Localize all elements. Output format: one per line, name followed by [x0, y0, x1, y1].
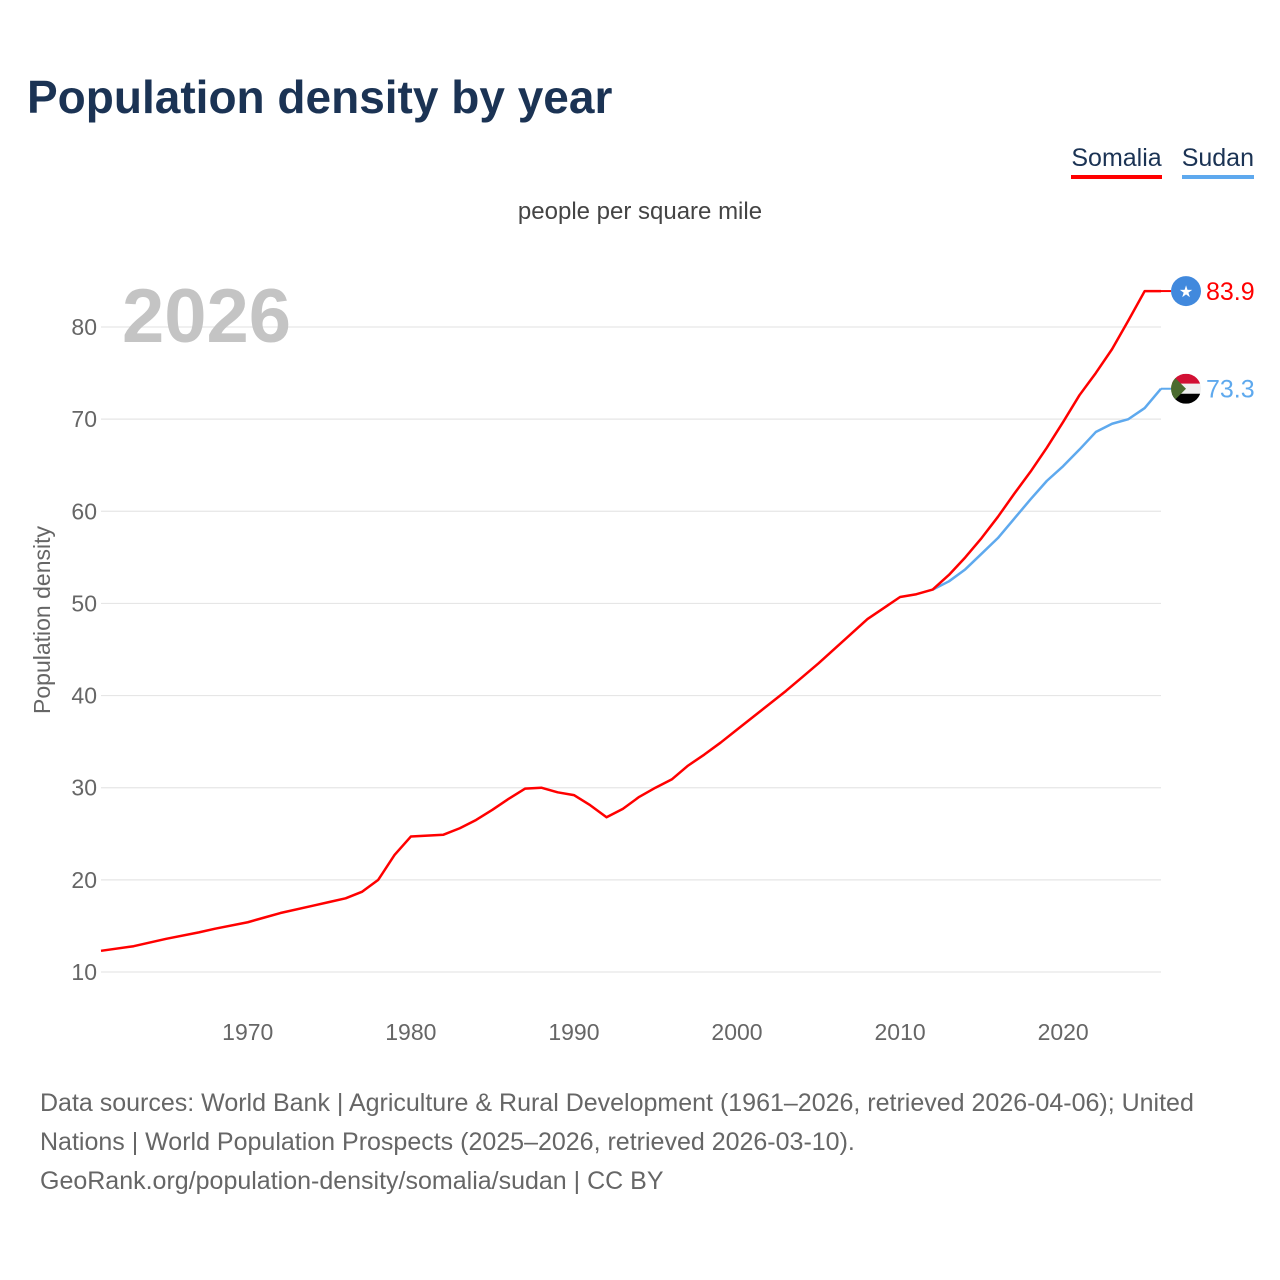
series-line-somalia	[100, 289, 1161, 953]
x-tick-label: 1990	[548, 1019, 599, 1045]
somalia-flag-icon: ★	[1171, 276, 1201, 307]
x-tick-label: 2010	[874, 1019, 925, 1045]
year-badge: 2026	[122, 274, 291, 359]
end-value-label-sudan: 73.3	[1206, 376, 1255, 404]
x-tick-label: 1980	[385, 1019, 436, 1045]
y-tick-label: 80	[71, 314, 97, 340]
x-tick-label: 2020	[1038, 1019, 1089, 1045]
series-line-sudan	[932, 387, 1162, 591]
y-axis-label: Population density	[29, 526, 55, 714]
legend: Somalia Sudan	[1071, 144, 1254, 179]
y-tick-label: 10	[71, 959, 97, 985]
end-value-label-somalia: 83.9	[1206, 278, 1255, 306]
legend-item-somalia[interactable]: Somalia	[1071, 144, 1162, 179]
legend-item-sudan[interactable]: Sudan	[1181, 144, 1254, 179]
chart-subtitle: people per square mile	[517, 198, 763, 225]
y-tick-label: 50	[71, 590, 97, 616]
sudan-flag-icon	[1171, 373, 1201, 404]
y-tick-label: 60	[71, 498, 97, 524]
source-line-2[interactable]: GeoRank.org/population-density/somalia/s…	[40, 1167, 664, 1195]
y-tick-label: 20	[71, 867, 97, 893]
y-tick-label: 30	[71, 775, 97, 801]
svg-text:★: ★	[1179, 284, 1193, 301]
chart-title: Population density by year	[27, 71, 613, 123]
x-tick-label: 2000	[711, 1019, 762, 1045]
x-tick-label: 1970	[222, 1019, 273, 1045]
source-line-1: Data sources: World Bank | Agriculture &…	[40, 1089, 1194, 1156]
y-tick-label: 40	[71, 683, 97, 709]
source-note: Data sources: World Bank | Agriculture &…	[40, 1084, 1250, 1201]
y-tick-label: 70	[71, 406, 97, 432]
